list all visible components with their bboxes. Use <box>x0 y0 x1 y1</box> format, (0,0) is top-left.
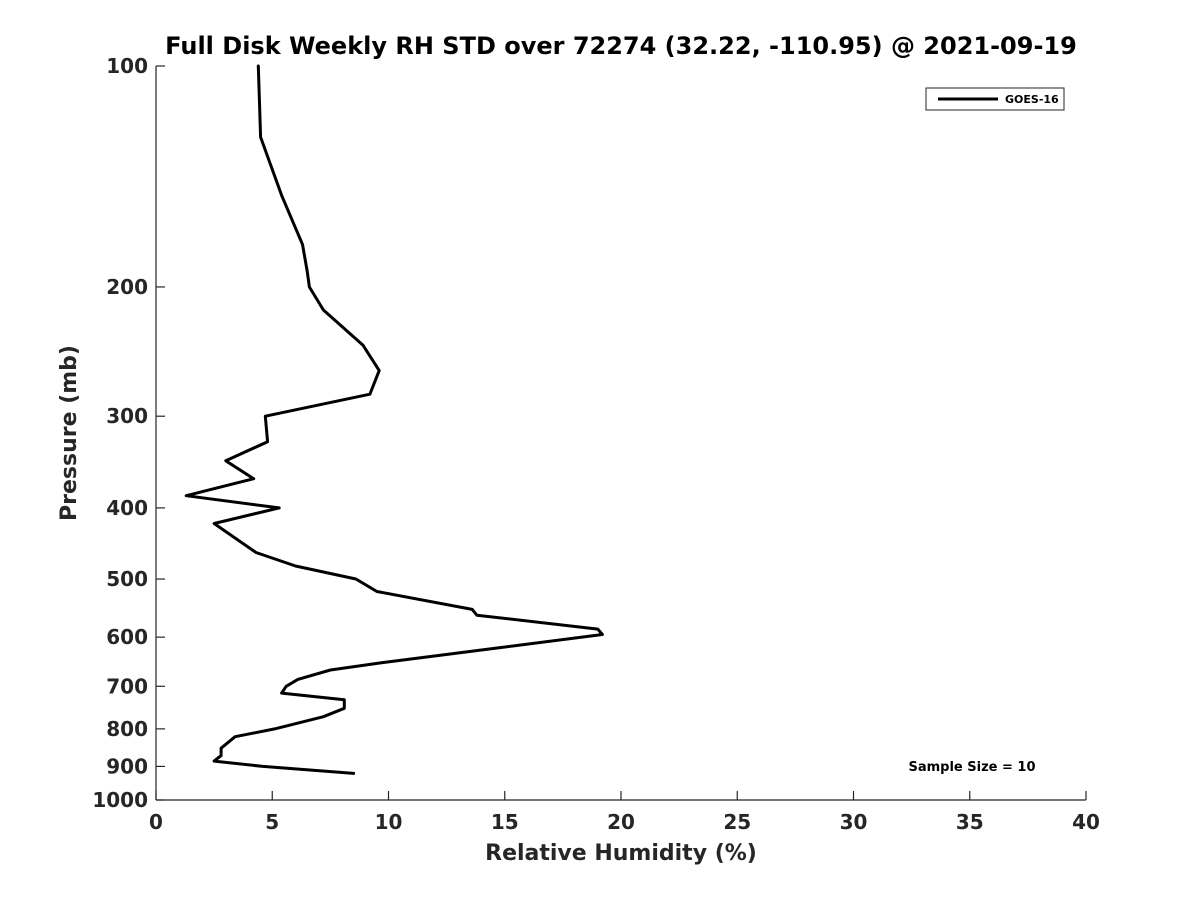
x-tick-label: 0 <box>149 810 163 834</box>
x-tick-label: 35 <box>956 810 984 834</box>
x-axis-label: Relative Humidity (%) <box>485 841 757 866</box>
y-tick-label: 700 <box>106 674 148 698</box>
x-tick-label: 30 <box>840 810 868 834</box>
sample-size-annotation: Sample Size = 10 <box>908 760 1035 775</box>
y-tick-label: 500 <box>106 567 148 591</box>
series-line-goes-16 <box>184 64 604 775</box>
chart-title: Full Disk Weekly RH STD over 72274 (32.2… <box>165 32 1077 60</box>
y-tick-label: 1000 <box>92 788 148 812</box>
x-tick-label: 20 <box>607 810 635 834</box>
x-tick-label: 5 <box>265 810 279 834</box>
x-tick-label: 40 <box>1072 810 1100 834</box>
y-tick-label: 900 <box>106 754 148 778</box>
legend: GOES-16 <box>925 87 1065 111</box>
x-axis-ticks: 0 5 10 15 20 25 30 35 40 <box>149 791 1100 834</box>
y-axis-label: Pressure (mb) <box>57 345 82 521</box>
plot-axes <box>155 66 1086 801</box>
y-tick-label: 800 <box>106 717 148 741</box>
series-layer <box>184 64 604 775</box>
y-tick-label: 200 <box>106 275 148 299</box>
legend-entry-goes-16: GOES-16 <box>1005 93 1059 106</box>
y-tick-label: 400 <box>106 496 148 520</box>
x-tick-label: 25 <box>723 810 751 834</box>
y-tick-label: 100 <box>106 54 148 78</box>
x-tick-label: 10 <box>375 810 403 834</box>
y-axis-ticks: 100 200 300 400 500 600 700 800 900 1000 <box>92 54 165 812</box>
x-tick-label: 15 <box>491 810 519 834</box>
y-tick-label: 300 <box>106 404 148 428</box>
y-tick-label: 600 <box>106 625 148 649</box>
